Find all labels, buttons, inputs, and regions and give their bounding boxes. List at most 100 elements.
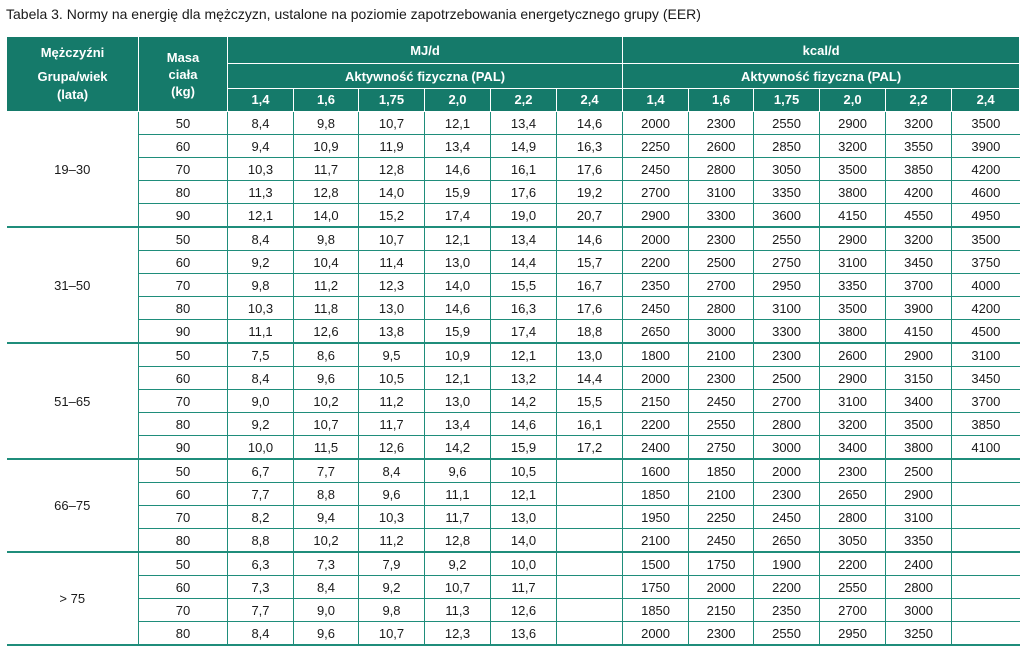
- kcal-value-cell: 4200: [885, 180, 952, 204]
- kcal-value-cell: [951, 459, 1020, 483]
- table-row: 80 8,8 10,2 11,2 12,8 14,0 2100 2450 2650 3050 335…: [7, 528, 1020, 553]
- age-group-label: > 75: [6, 552, 139, 646]
- mj-value-cell: 12,6: [293, 319, 359, 344]
- mass-cell: 80: [138, 412, 228, 436]
- age-group: 51–65 50 7,5 8,6 9,5 10,9 12,1 13,0 1800 2100 2300…: [6, 343, 1020, 460]
- group-age-label: Grupa/wiek: [37, 69, 108, 84]
- kcal-value-cell: 3900: [885, 296, 952, 320]
- mj-value-cell: 14,0: [424, 273, 491, 297]
- kcal-value-cell: [951, 621, 1020, 646]
- kcal-value-cell: 2000: [688, 575, 754, 599]
- mj-value-cell: 14,9: [490, 134, 557, 158]
- mj-value-cell: [555, 621, 623, 646]
- kcal-value-cell: 3200: [885, 111, 952, 135]
- mj-value-cell: 16,3: [555, 134, 623, 158]
- pal-level-mj-3: 2,0: [424, 87, 491, 113]
- kcal-value-cell: 2700: [622, 180, 689, 204]
- table-row: 70 9,8 11,2 12,3 14,0 15,5 16,7 2350 2700 2950 335…: [7, 273, 1020, 297]
- mj-value-cell: 9,8: [358, 598, 425, 622]
- table-row: 70 7,7 9,0 9,8 11,3 12,6 1850 2150 2350 2700 3000: [7, 598, 1020, 622]
- kcal-value-cell: 2150: [622, 389, 689, 413]
- kcal-value-cell: 3100: [885, 505, 952, 529]
- mj-value-cell: 6,3: [227, 552, 294, 576]
- mj-value-cell: 8,6: [293, 343, 359, 367]
- kcal-value-cell: 2800: [753, 412, 820, 436]
- kcal-value-cell: 2250: [622, 134, 689, 158]
- kcal-value-cell: 3700: [951, 389, 1020, 413]
- kcal-value-cell: 2300: [753, 343, 820, 367]
- mj-value-cell: 10,0: [490, 552, 557, 576]
- mj-value-cell: [555, 505, 623, 529]
- mj-value-cell: 9,4: [227, 134, 294, 158]
- kcal-value-cell: [951, 505, 1020, 529]
- mj-value-cell: 14,0: [293, 203, 359, 228]
- mj-value-cell: [555, 598, 623, 622]
- mj-value-cell: 14,4: [555, 366, 623, 390]
- mj-value-cell: 10,4: [293, 250, 359, 274]
- kcal-value-cell: 3750: [951, 250, 1020, 274]
- mj-value-cell: 13,0: [424, 250, 491, 274]
- kcal-value-cell: 2250: [688, 505, 754, 529]
- mj-value-cell: 8,4: [227, 111, 294, 135]
- kcal-value-cell: 3350: [819, 273, 886, 297]
- kcal-value-cell: 2350: [622, 273, 689, 297]
- mj-value-cell: 12,8: [358, 157, 425, 181]
- mj-value-cell: 7,3: [227, 575, 294, 599]
- mj-value-cell: 14,2: [490, 389, 557, 413]
- mj-value-cell: 11,7: [424, 505, 491, 529]
- kcal-value-cell: 2300: [753, 482, 820, 506]
- table-row: 80 11,3 12,8 14,0 15,9 17,6 19,2 2700 3100 3350 38…: [7, 180, 1020, 204]
- mj-value-cell: 11,2: [293, 273, 359, 297]
- mj-value-cell: 9,2: [424, 552, 491, 576]
- mj-value-cell: 10,7: [424, 575, 491, 599]
- kcal-value-cell: 3150: [885, 366, 952, 390]
- kcal-value-cell: 3050: [819, 528, 886, 553]
- gender-label: Mężczyźni: [40, 45, 105, 60]
- kcal-value-cell: 3050: [753, 157, 820, 181]
- kcal-value-cell: 3450: [951, 366, 1020, 390]
- kcal-value-cell: 3600: [753, 203, 820, 228]
- kcal-value-cell: 3100: [819, 250, 886, 274]
- mj-value-cell: 13,0: [358, 296, 425, 320]
- kcal-value-cell: 2300: [688, 621, 754, 646]
- mj-value-cell: 6,7: [227, 459, 294, 483]
- kcal-value-cell: 3200: [885, 227, 952, 251]
- body-mass-header: Masa ciała (kg): [138, 36, 228, 112]
- mass-label-line1: Masa: [166, 49, 200, 65]
- kcal-value-cell: 2300: [688, 111, 754, 135]
- mj-value-cell: 9,2: [227, 412, 294, 436]
- kcal-value-cell: 4150: [885, 319, 952, 344]
- mj-value-cell: 9,6: [293, 621, 359, 646]
- kcal-value-cell: 2300: [688, 366, 754, 390]
- kcal-value-cell: 3500: [951, 227, 1020, 251]
- kcal-value-cell: 2400: [885, 552, 952, 576]
- age-group: 66–75 50 6,7 7,7 8,4 9,6 10,5 1600 1850 2000 2300 2…: [6, 459, 1020, 553]
- mj-value-cell: 17,2: [555, 435, 623, 460]
- mj-value-cell: 11,2: [358, 389, 425, 413]
- kcal-value-cell: 2500: [753, 366, 820, 390]
- kcal-value-cell: 1800: [622, 343, 689, 367]
- table-caption: Tabela 3. Normy na energię dla mężczyzn,…: [6, 6, 701, 22]
- kcal-value-cell: 3100: [819, 389, 886, 413]
- age-group-label: 51–65: [6, 343, 139, 460]
- mj-value-cell: 13,6: [490, 621, 557, 646]
- kcal-value-cell: 2550: [753, 111, 820, 135]
- mj-value-cell: 15,5: [490, 273, 557, 297]
- pal-level-mj-0: 1,4: [227, 87, 294, 113]
- mass-cell: 50: [138, 459, 228, 483]
- kcal-value-cell: 3500: [951, 111, 1020, 135]
- mj-value-cell: [555, 482, 623, 506]
- mj-value-cell: 12,1: [424, 366, 491, 390]
- kcal-value-cell: 2800: [885, 575, 952, 599]
- mj-value-cell: 13,4: [490, 227, 557, 251]
- mj-value-cell: 11,4: [358, 250, 425, 274]
- mj-value-cell: 13,4: [424, 412, 491, 436]
- mj-value-cell: 11,5: [293, 435, 359, 460]
- mj-value-cell: 12,1: [227, 203, 294, 228]
- table-row: 51–65 50 7,5 8,6 9,5 10,9 12,1 13,0 1800 2100 2300…: [6, 343, 1020, 460]
- kcal-value-cell: 1600: [622, 459, 689, 483]
- mj-value-cell: 11,1: [227, 319, 294, 344]
- mass-cell: 70: [138, 389, 228, 413]
- mass-cell: 60: [138, 575, 228, 599]
- mj-value-cell: 12,3: [358, 273, 425, 297]
